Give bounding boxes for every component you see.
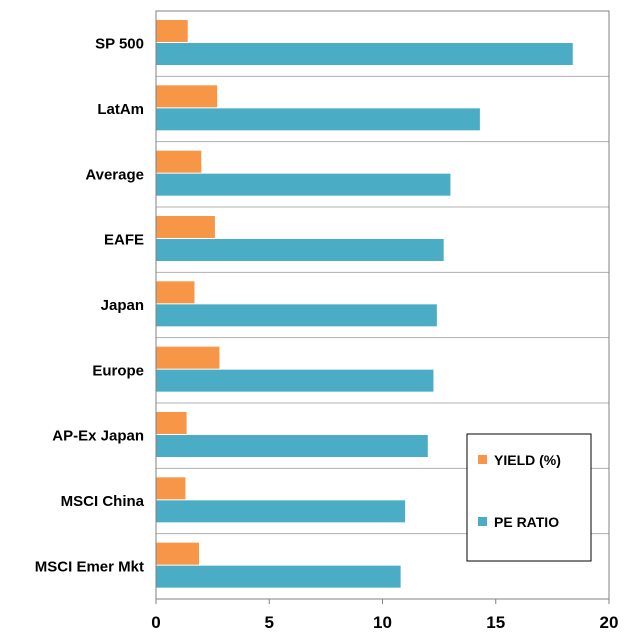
legend-swatch-yield <box>478 455 487 464</box>
yield-bar-eafe <box>156 216 215 238</box>
pe-ratio-bar-latam <box>156 108 480 131</box>
category-labels: SP 500 LatAm Average EAFE Japan Europe AP-Ex J… <box>35 36 145 576</box>
pe-ratio-bar-japan <box>156 304 437 327</box>
category-label: EAFE <box>104 232 144 249</box>
yield-bar-sp-500 <box>156 20 188 42</box>
category-label: Japan <box>101 297 144 314</box>
category-label: MSCI China <box>61 493 145 510</box>
category-label: SP 500 <box>95 36 144 53</box>
x-tick-label: 20 <box>600 613 619 632</box>
pe-ratio-bar-ap-ex-japan <box>156 435 428 457</box>
category-label: Europe <box>92 362 144 379</box>
pe-ratio-bar-sp-500 <box>156 43 573 65</box>
yield-bar-japan <box>156 281 195 304</box>
category-label: Average <box>85 166 144 183</box>
legend: YIELD (%) PE RATIO <box>466 433 592 562</box>
x-tick-labels: 0 5 10 15 20 <box>151 599 618 632</box>
category-label: LatAm <box>97 101 144 118</box>
legend-label-yield: YIELD (%) <box>494 452 561 468</box>
yield-bar-msci-china <box>156 477 186 500</box>
x-tick-label: 10 <box>373 613 392 632</box>
legend-swatch-pe-ratio <box>478 517 487 526</box>
category-label: MSCI Emer Mkt <box>35 558 144 575</box>
pe-ratio-bar-average <box>156 173 451 196</box>
x-tick-label: 15 <box>486 613 505 632</box>
yield-bar-latam <box>156 85 218 108</box>
yield-bar-europe <box>156 346 220 369</box>
pe-ratio-bar-europe <box>156 369 434 392</box>
legend-box <box>466 433 592 562</box>
pe-ratio-bar-msci-china <box>156 500 406 523</box>
yield-bar-average <box>156 150 202 173</box>
category-label: AP-Ex Japan <box>52 428 144 445</box>
yield-bar-msci-emer-mkt <box>156 542 200 565</box>
bars <box>156 20 573 588</box>
pe-ratio-bar-eafe <box>156 239 444 261</box>
x-tick-label: 5 <box>265 613 274 632</box>
pe-ratio-bar-msci-emer-mkt <box>156 565 401 588</box>
legend-label-pe-ratio: PE RATIO <box>494 514 559 530</box>
x-tick-label: 0 <box>151 613 160 632</box>
yield-bar-ap-ex-japan <box>156 412 187 434</box>
gridlines <box>156 75 609 535</box>
